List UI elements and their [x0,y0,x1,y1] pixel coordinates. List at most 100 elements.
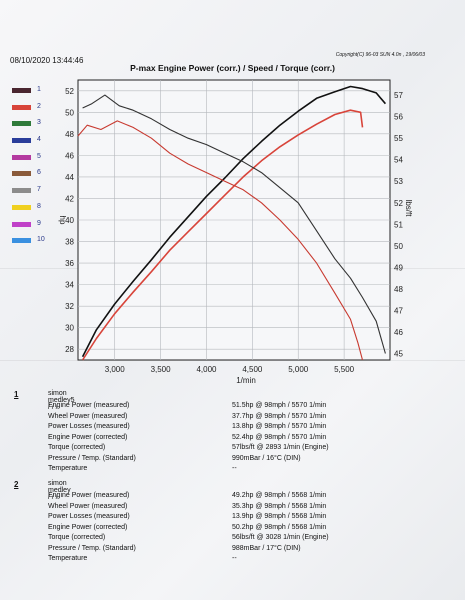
y-left-tick-label: 40 [65,216,74,225]
legend-item-6: 6 [12,169,52,188]
legend-item-5: 5 [12,153,52,172]
y-right-tick-label: 57 [394,91,403,100]
legend-item-10: 10 [12,236,52,255]
y-right-tick-label: 45 [394,350,403,359]
y-right-axis-label: lbs/ft [404,200,413,218]
legend-number: 1 [37,86,41,93]
legend-item-4: 4 [12,136,52,155]
series-line-torque-run-2 [77,120,364,361]
legend-swatch [12,204,31,210]
result-row: Temperature -- [48,465,448,476]
x-tick-label: 3,500 [151,365,172,374]
legend-number: 7 [37,186,41,194]
legend-item-7: 7 [12,186,52,205]
result-label: Engine Power (corrected) [48,523,128,531]
result-label: Torque (corrected) [48,444,106,451]
result-row: Pressure / Temp. (Standard) 988mBar / 17°… [48,545,448,556]
y-left-tick-label: 48 [65,130,74,139]
result-label: Power Losses (measured) [48,423,130,430]
y-right-tick-label: 47 [394,306,403,315]
legend-item-9: 9 [12,219,52,239]
result-label: Engine Power (corrected) [48,433,128,441]
y-left-tick-label: 46 [65,151,74,160]
report-datetime: 08/10/2020 13:44:46 [10,56,84,65]
y-left-axis-label: hp [58,216,67,225]
y-left-tick-label: 30 [65,324,74,333]
y-left-tick-label: 44 [65,173,74,182]
legend-swatch [12,221,31,227]
legend-swatch [12,238,31,244]
y-left-tick-label: 32 [65,302,74,311]
legend-swatch [12,171,31,177]
y-right-tick-label: 55 [394,134,403,143]
result-run-number: 1 [14,390,19,399]
result-label: Wheel Power (measured) [48,502,128,510]
x-tick-label: 4,500 [242,365,263,374]
result-value: 990mBar / 16°C (DIN) [232,454,301,462]
legend-item-3: 3 [12,119,52,138]
x-tick-label: 5,500 [334,365,355,374]
legend-number: 3 [37,119,41,127]
result-row: Engine Power (measured) 49.2hp @ 98mph / … [48,492,448,503]
legend-item-8: 8 [12,202,52,222]
result-label: Temperature [48,555,88,562]
result-row: Torque (corrected) 56lbs/ft @ 3028 1/min … [48,534,448,545]
y-left-tick-label: 50 [65,108,74,117]
result-label: Temperature [48,465,88,472]
result-value: 988mBar / 17°C (DIN) [232,544,301,552]
series-line-torque-run-1 [82,94,386,354]
y-right-tick-label: 49 [394,263,403,272]
result-run-number: 2 [14,480,19,489]
y-left-tick-label: 28 [65,345,74,354]
legend-item-1: 1 [12,86,52,105]
result-value: 35.3hp @ 98mph / 5568 1/min [232,502,327,510]
y-left-tick-label: 38 [65,238,74,247]
result-row: Torque (corrected) 57lbs/ft @ 2893 1/min … [48,444,448,455]
result-label: Pressure / Temp. (Standard) [48,544,136,552]
result-row: Engine Power (measured) 51.5hp @ 98mph / … [48,402,448,413]
legend-swatch [12,121,31,127]
legend-number: 8 [37,202,41,210]
result-row: Power Losses (measured) 13.9hp @ 98mph / … [48,513,448,524]
legend-swatch [12,104,31,110]
result-row: Temperature -- [48,555,448,566]
legend-number: 9 [37,219,41,227]
result-run-name: simon medley / / / [48,480,71,501]
y-right-tick-label: 51 [394,220,403,229]
result-label: Pressure / Temp. (Standard) [48,454,136,462]
result-value: -- [232,465,237,472]
y-right-tick-label: 48 [394,285,403,294]
x-tick-label: 4,000 [196,365,217,374]
y-left-tick-label: 34 [65,281,74,290]
x-axis-label: 1/min [236,376,256,385]
x-tick-label: 5,000 [288,365,309,374]
y-right-tick-label: 52 [394,199,403,208]
result-row: Power Losses (measured) 13.8hp @ 98mph / … [48,423,448,434]
result-value: 13.9hp @ 98mph / 5568 1/min [232,513,327,520]
y-left-tick-label: 52 [65,87,74,96]
chart-title: P-max Engine Power (corr.) / Speed / Tor… [130,63,335,73]
legend-number: 6 [37,169,41,177]
result-label: Engine Power (measured) [48,402,130,409]
result-label: Wheel Power (measured) [48,412,128,420]
y-right-tick-label: 54 [394,156,403,165]
result-value: 51.5hp @ 98mph / 5570 1/min [232,402,327,409]
result-value: 49.2hp @ 98mph / 5568 1/min [232,492,327,499]
result-row: Wheel Power (measured) 35.3hp @ 98mph / 5… [48,503,448,514]
result-row: Pressure / Temp. (Standard) 990mBar / 16°… [48,455,448,466]
x-tick-label: 3,000 [105,365,126,374]
legend-item-2: 2 [12,103,52,122]
result-value: 50.2hp @ 98mph / 5568 1/min [232,523,327,531]
series-line-power-run-1 [81,85,387,358]
result-label: Engine Power (measured) [48,492,130,499]
result-row: Engine Power (corrected) 50.2hp @ 98mph /… [48,524,448,535]
copyright-notice: Copyright(C) 96-03 SUN 4.0n , 19/06/03 [335,52,425,58]
result-value: 13.8hp @ 98mph / 5570 1/min [232,423,327,430]
y-right-tick-label: 50 [394,242,403,251]
result-value: 56lbs/ft @ 3028 1/min (Engine) [232,534,329,541]
result-value: -- [232,555,237,562]
result-run-name: simon medley5 / / / [48,390,75,411]
legend-swatch [12,88,31,93]
y-left-tick-label: 42 [65,194,74,203]
